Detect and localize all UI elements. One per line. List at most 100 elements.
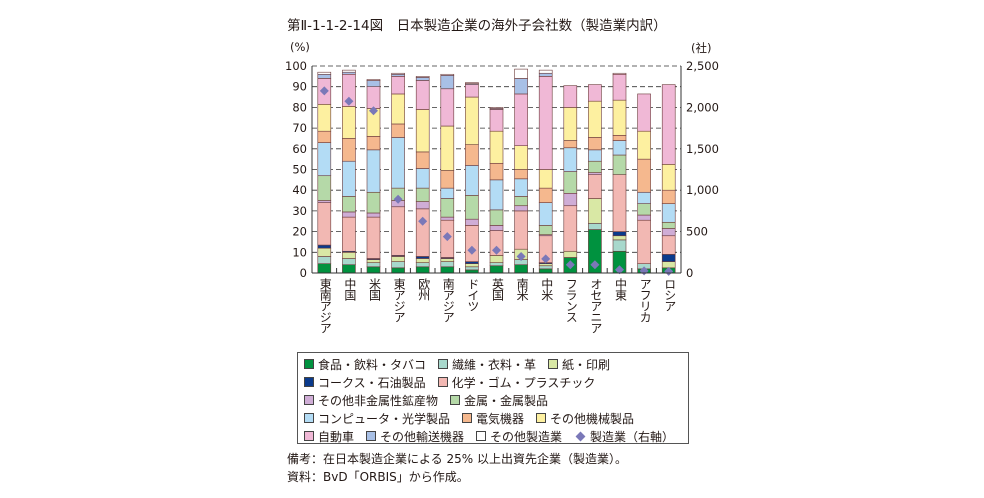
bar-segment [317, 247, 332, 257]
bar-segment [538, 265, 553, 270]
marker-diamond [664, 266, 674, 276]
legend-row: 自動車 その他輸送機器 その他製造業 製造業（右軸） [304, 427, 682, 445]
bar-segment [342, 216, 356, 252]
bar-segment [415, 109, 430, 153]
left-tick-label: 30 [292, 204, 307, 218]
bar-segment [514, 78, 528, 95]
bar-segment [514, 210, 528, 250]
bar-segment [342, 211, 356, 218]
marker-diamond [615, 265, 624, 275]
bar-segment [465, 263, 479, 268]
bar-segment [514, 169, 528, 180]
category-label: 南アジア [441, 278, 456, 322]
bar-segment [342, 138, 356, 162]
bar-segment [489, 179, 504, 211]
bar-segment [317, 130, 332, 143]
left-axis-unit: (%) [290, 40, 310, 54]
bar-segment [317, 142, 332, 177]
legend-item: コークス・石油製品 [304, 374, 426, 391]
bar-segment [538, 72, 553, 77]
bar-segment [661, 221, 676, 229]
bar-segment [391, 76, 405, 95]
category-label: ドイツ [465, 278, 480, 311]
bar-segment [440, 125, 455, 171]
legend-row: その他非金属性鉱産物 金属・金属製品 [304, 391, 682, 409]
right-tick-label: 1,500 [686, 142, 719, 156]
bar-segment [440, 73, 455, 76]
legend-swatch [304, 413, 314, 423]
bar-segment [366, 266, 381, 274]
bar-segment [661, 235, 676, 255]
marker-diamond [541, 254, 551, 264]
bar-segment [538, 187, 553, 203]
bar-segment [514, 145, 528, 170]
marker-diamond [319, 86, 329, 96]
left-tick-label: 60 [292, 142, 307, 156]
bar-segment [563, 193, 578, 207]
bar-segment [588, 149, 602, 162]
figure-title: 第Ⅱ-1-1-2-14図 日本製造企業の海外子会社数（製造業内訳） [287, 18, 667, 34]
legend-label: 食品・飲料・タバコ [318, 357, 427, 372]
bar-segment [538, 268, 553, 274]
right-tick-label: 500 [686, 225, 708, 239]
bar-segment [366, 216, 381, 259]
bar-segment [489, 130, 504, 164]
legend-item: その他機械製品 [536, 410, 634, 427]
bar-segment [391, 256, 405, 262]
bar-segment [637, 158, 651, 193]
bar-segment [415, 151, 430, 169]
bar-segment [391, 261, 405, 269]
bar-segment [637, 203, 651, 216]
bar-segment [391, 123, 405, 138]
right-tick-label: 2,000 [686, 100, 719, 114]
category-label: ロシア [662, 278, 677, 311]
bar-segment [366, 149, 381, 193]
bar-segment [440, 75, 455, 90]
left-tick-label: 70 [292, 121, 307, 135]
bar-segment [612, 235, 627, 241]
bar-segment [637, 219, 651, 264]
bar-segment [588, 160, 602, 173]
bar-segment [465, 144, 479, 166]
bar-segment [415, 262, 430, 268]
legend-label: 繊維・衣料・革 [452, 357, 537, 372]
category-label: 中国 [342, 278, 357, 300]
legend-label: その他製造業 [490, 429, 563, 444]
legend-label: その他非金属性鉱産物 [318, 393, 439, 408]
bar-segment [317, 71, 332, 75]
bar-segment [391, 267, 405, 274]
bar-segment [440, 170, 455, 189]
bar-segment [391, 73, 405, 77]
note-source: 資料：BvD「ORBIS」から作成。 [287, 470, 469, 484]
bar-segment [514, 205, 528, 212]
legend-label: その他輸送機器 [380, 429, 465, 444]
legend-row: 食品・飲料・タバコ 繊維・衣料・革 紙・印刷 [304, 355, 682, 373]
bar-segment [415, 258, 430, 263]
bar-segment [342, 258, 356, 266]
bar-segment [637, 130, 651, 160]
bar-segment [514, 264, 528, 274]
legend-item: 製造業（右軸） [574, 428, 674, 445]
bar-segment [489, 209, 504, 226]
category-label: 中米 [539, 278, 554, 300]
bar-segment [489, 225, 504, 231]
category-label: フランス [564, 278, 579, 322]
bar-segment [415, 80, 430, 110]
bar-segment [391, 93, 405, 125]
bar-segment [489, 109, 504, 132]
bar-segment [514, 178, 528, 197]
bar-segment [612, 99, 627, 136]
legend-label: コンピュータ・光学製品 [318, 411, 451, 426]
marker-diamond [418, 216, 428, 226]
bar-segment [612, 174, 627, 232]
bar-segment [415, 256, 430, 259]
bar-segment [465, 261, 479, 264]
left-tick-label: 0 [300, 266, 307, 280]
bar-segment [366, 136, 381, 151]
bar-segment [317, 103, 332, 132]
legend-swatch [304, 377, 314, 387]
bar-segment [440, 187, 455, 199]
bar-segment [489, 262, 504, 267]
marker-diamond [344, 96, 354, 106]
left-tick-label: 90 [292, 80, 307, 94]
